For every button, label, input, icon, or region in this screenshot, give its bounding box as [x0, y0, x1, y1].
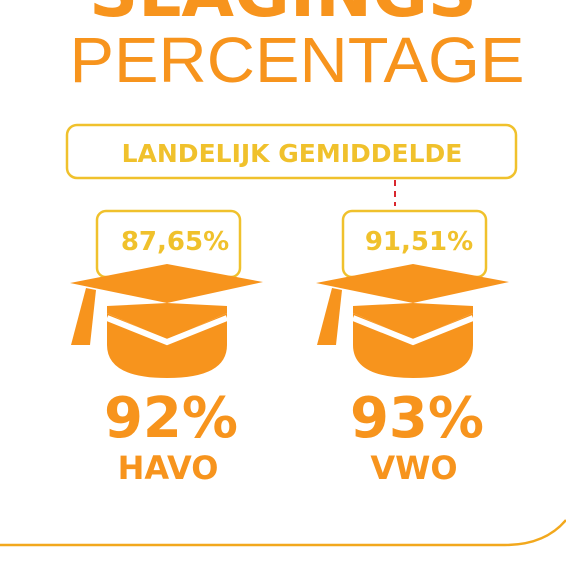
title-top: SLAGINGS: [89, 0, 477, 33]
footer-line: [0, 519, 566, 547]
average-label: LANDELIJK GEMIDDELDE: [122, 139, 463, 168]
label: VWO: [370, 449, 457, 487]
graduation-cap: [316, 264, 509, 378]
group: 91,51% 93% VWO: [316, 209, 509, 487]
value: 92%: [104, 386, 238, 451]
graduation-cap: [70, 264, 263, 378]
title: PERCENTAGE: [70, 24, 525, 96]
average-value: 91,51%: [365, 227, 473, 257]
average-value: 87,65%: [121, 227, 229, 257]
group: 87,65% 92% HAVO: [70, 209, 263, 487]
label: HAVO: [118, 449, 219, 487]
average-box: [65, 123, 518, 180]
value: 93%: [350, 386, 484, 451]
